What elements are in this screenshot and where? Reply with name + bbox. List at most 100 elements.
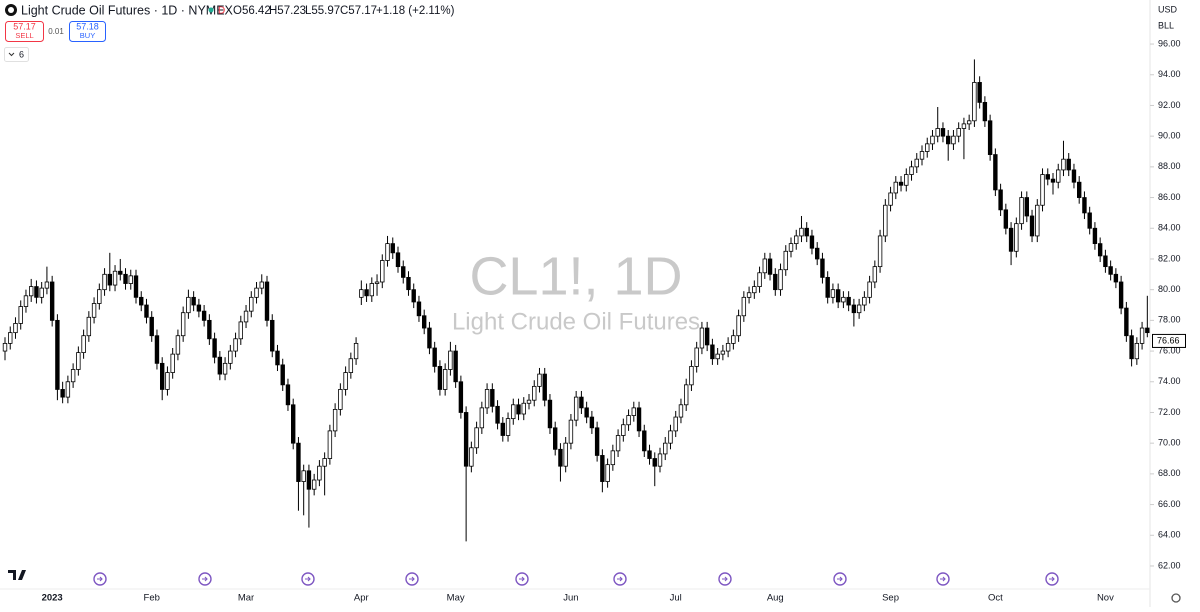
candle-body [196, 304, 202, 312]
candle-body [663, 442, 668, 455]
candle-body [180, 312, 186, 337]
candle-body [432, 347, 437, 367]
sell-button[interactable] [5, 21, 44, 42]
watermark-subtitle: Light Crude Oil Futures [452, 308, 700, 335]
candle-body [280, 364, 285, 386]
candle-body [647, 450, 652, 459]
candle-body [1077, 181, 1082, 198]
symbol-logo [8, 7, 14, 13]
candle-body [794, 235, 799, 245]
candle-body [1019, 197, 1024, 225]
candle-body [573, 396, 579, 421]
candle-body [678, 404, 684, 418]
candle-body [914, 158, 919, 168]
candle-body [264, 281, 270, 321]
candle-body [752, 286, 757, 294]
candle-body [1050, 178, 1056, 183]
candle-body [406, 276, 411, 291]
candle-body [888, 192, 893, 206]
candle-body [951, 135, 956, 145]
event-icon [617, 576, 623, 582]
candle-body [1082, 197, 1087, 214]
candle-body [332, 408, 338, 432]
tv-logo[interactable] [8, 570, 26, 580]
candle-body [841, 296, 846, 303]
candle-body [773, 273, 778, 291]
candle-body [898, 181, 904, 186]
candle-body [710, 344, 715, 360]
event-icon [409, 576, 415, 582]
candle-body [217, 356, 223, 375]
candle-body [883, 204, 888, 237]
y-tick-label: 94.00 [1158, 69, 1181, 79]
candle-body [956, 128, 961, 137]
candle-body [175, 335, 181, 355]
candle-body [65, 381, 71, 398]
candle-body [615, 435, 621, 452]
candle-body [516, 404, 521, 415]
candle-body [1035, 204, 1040, 237]
candle-body [500, 422, 505, 436]
candle-body [102, 273, 107, 291]
candle-body [1145, 327, 1150, 334]
candle-body [741, 296, 747, 317]
candle-body [128, 275, 133, 284]
candle-body [191, 296, 196, 306]
candle-body [270, 319, 275, 352]
candle-body [925, 143, 930, 152]
candle-body [395, 252, 401, 268]
candle-body [479, 407, 485, 429]
event-icon [519, 576, 525, 582]
candle-body [55, 319, 60, 390]
candle-body [657, 453, 663, 467]
candle-body [154, 335, 160, 364]
candle-body [1134, 342, 1140, 360]
indicators-toggle[interactable] [4, 47, 29, 62]
candle-body [39, 287, 44, 298]
candle-body [673, 416, 678, 432]
buy-button[interactable] [69, 21, 106, 42]
candle-body [186, 296, 191, 314]
candle-body [463, 412, 469, 467]
symbol-title[interactable]: Light Crude Oil Futures · 1D · NYMEX [21, 3, 234, 17]
ohlc-high: H57.23 [269, 5, 306, 17]
x-tick-label: Oct [988, 593, 1003, 604]
candle-body [830, 289, 836, 298]
x-tick-label: Nov [1097, 593, 1114, 604]
candle-body [296, 442, 301, 482]
candle-body [1029, 215, 1035, 237]
candle-body [893, 181, 898, 194]
event-icon [722, 576, 728, 582]
x-tick-label: Sep [882, 593, 899, 604]
candle-body [159, 362, 165, 390]
y-tick-label: 76.00 [1158, 345, 1181, 355]
candle-body [249, 296, 254, 312]
candle-body [149, 316, 154, 337]
candle-body [935, 128, 940, 137]
candle-body [8, 332, 13, 344]
unit[interactable]: BLL [1158, 20, 1174, 30]
candle-body [254, 287, 259, 298]
candle-body [699, 327, 705, 349]
candle-body [311, 479, 317, 490]
candle-body [44, 281, 50, 289]
currency[interactable]: USD [1158, 4, 1178, 14]
candle-body [290, 404, 296, 444]
candle-body [815, 247, 820, 260]
candle-body [862, 296, 867, 306]
settings-icon[interactable] [1171, 593, 1181, 603]
y-tick-label: 68.00 [1158, 468, 1181, 478]
candle-body [322, 458, 327, 467]
candle-body [1066, 158, 1071, 171]
candle-body [259, 281, 264, 289]
x-tick-label: Jul [670, 593, 682, 604]
candle-body [783, 250, 788, 271]
candle-body [1139, 327, 1145, 344]
candle-body [966, 120, 972, 125]
candle-body [348, 358, 354, 373]
candle-body [1129, 335, 1134, 360]
candle-body [846, 296, 851, 306]
candle-body [453, 350, 458, 383]
candle-body [610, 450, 616, 466]
